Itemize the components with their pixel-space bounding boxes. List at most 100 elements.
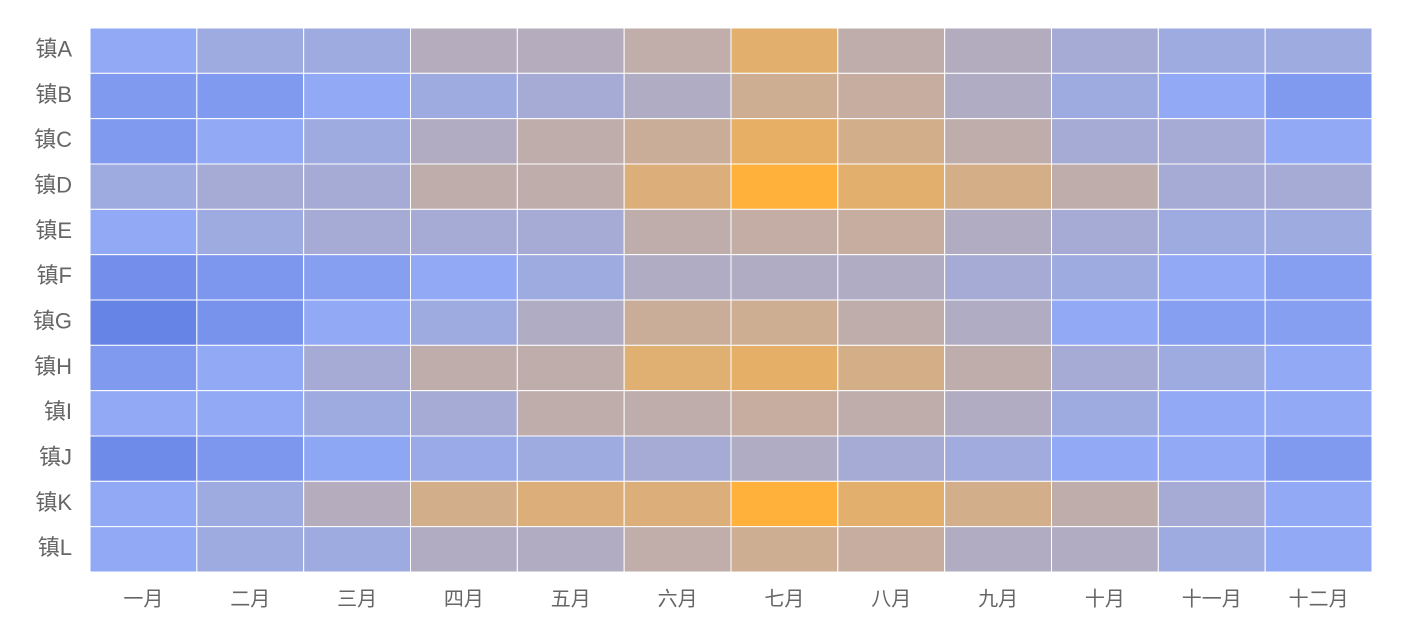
heatmap-cell	[1264, 344, 1373, 392]
y-tick-label: 镇F	[37, 263, 72, 288]
heatmap-cell	[623, 72, 732, 120]
heatmap-cell	[623, 118, 732, 165]
x-tick-label: 三月	[337, 588, 377, 610]
heatmap-cell	[623, 299, 732, 346]
heatmap-cell	[837, 344, 946, 392]
heatmap-cell	[623, 435, 732, 482]
heatmap-cell	[1264, 299, 1373, 346]
heatmap-cell	[623, 163, 732, 210]
heatmap-cell	[1264, 208, 1373, 256]
heatmap-cell	[730, 390, 839, 437]
heatmap-cell	[410, 27, 518, 74]
y-tick-label: 镇B	[35, 82, 72, 107]
y-tick-label: 镇H	[34, 354, 72, 379]
heatmap-cell	[89, 435, 198, 482]
heatmap-cell	[623, 27, 732, 74]
heatmap-cell	[837, 526, 946, 573]
heatmap-cell	[303, 72, 411, 120]
heatmap-cell	[303, 299, 411, 346]
x-tick-label: 四月	[444, 588, 484, 610]
heatmap-cell	[516, 480, 625, 528]
heatmap-cell	[303, 480, 411, 528]
y-tick-label: 镇I	[44, 399, 72, 424]
heatmap-cell	[1051, 435, 1159, 482]
heatmap-cell	[410, 254, 518, 301]
heatmap-cell	[1157, 390, 1266, 437]
y-tick-label: 镇G	[33, 308, 72, 333]
heatmap-cell	[516, 526, 625, 573]
heatmap-cell	[516, 435, 625, 482]
heatmap-cell	[944, 254, 1053, 301]
heatmap-cell	[410, 526, 518, 573]
heatmap-cell	[730, 526, 839, 573]
heatmap-cell	[730, 27, 839, 74]
heatmap-cell	[410, 118, 518, 165]
heatmap-cell	[1157, 118, 1266, 165]
heatmap-cell	[303, 390, 411, 437]
heatmap-cell	[623, 480, 732, 528]
heatmap-cell	[303, 208, 411, 256]
heatmap-cell	[944, 118, 1053, 165]
heatmap-cell	[89, 390, 198, 437]
heatmap-cell	[89, 27, 198, 74]
heatmap-cell	[303, 344, 411, 392]
heatmap-cell	[1157, 435, 1266, 482]
heatmap-cell	[89, 118, 198, 165]
heatmap-cell	[410, 299, 518, 346]
heatmap-cell	[89, 526, 198, 573]
heatmap-cell	[410, 344, 518, 392]
heatmap-cell	[730, 299, 839, 346]
heatmap-cell	[730, 208, 839, 256]
y-tick-label: 镇K	[35, 490, 72, 515]
heatmap-cell	[303, 526, 411, 573]
heatmap-cell	[196, 72, 305, 120]
x-tick-label: 十一月	[1182, 587, 1242, 610]
heatmap-cell	[1157, 163, 1266, 210]
heatmap-cell	[516, 344, 625, 392]
heatmap-cell	[623, 344, 732, 392]
heatmap-cell	[944, 27, 1053, 74]
heatmap-cell	[944, 435, 1053, 482]
heatmap-cell	[730, 72, 839, 120]
heatmap-cell	[944, 163, 1053, 210]
heatmap-cell	[837, 118, 946, 165]
heatmap-cell	[1264, 72, 1373, 120]
heatmap-cell	[1264, 390, 1373, 437]
heatmap-cell	[1157, 72, 1266, 120]
heatmap-cell	[89, 299, 198, 346]
y-tick-label: 镇J	[39, 444, 72, 469]
heatmap-cell	[623, 526, 732, 573]
heatmap-cell	[1051, 254, 1159, 301]
heatmap-cell	[1157, 526, 1266, 573]
heatmap-cell	[1051, 163, 1159, 210]
heatmap-cell	[516, 118, 625, 165]
heatmap-cell	[89, 480, 198, 528]
heatmap-cell	[303, 435, 411, 482]
heatmap-cell	[1051, 526, 1159, 573]
heatmap-cell	[730, 163, 839, 210]
heatmap-cell	[196, 435, 305, 482]
heatmap-cell	[410, 163, 518, 210]
heatmap-cell	[730, 254, 839, 301]
heatmap-cell	[89, 344, 198, 392]
heatmap-cell	[89, 208, 198, 256]
heatmap-cell	[196, 27, 305, 74]
heatmap-cell	[837, 480, 946, 528]
heatmap-cell	[1051, 480, 1159, 528]
heatmap-cell	[837, 27, 946, 74]
heatmap-cell	[410, 72, 518, 120]
heatmap-cell	[1157, 27, 1266, 74]
x-tick-label: 五月	[551, 588, 591, 610]
heatmap-cell	[1264, 526, 1373, 573]
heatmap-cell	[944, 299, 1053, 346]
heatmap-cell	[89, 254, 198, 301]
heatmap-cell	[1051, 344, 1159, 392]
heatmap-cell	[1051, 299, 1159, 346]
heatmap-cell	[196, 163, 305, 210]
heatmap-cell	[196, 526, 305, 573]
heatmap-cell	[730, 118, 839, 165]
heatmap-cell	[837, 390, 946, 437]
heatmap-cell	[410, 208, 518, 256]
heatmap-cell	[1264, 480, 1373, 528]
